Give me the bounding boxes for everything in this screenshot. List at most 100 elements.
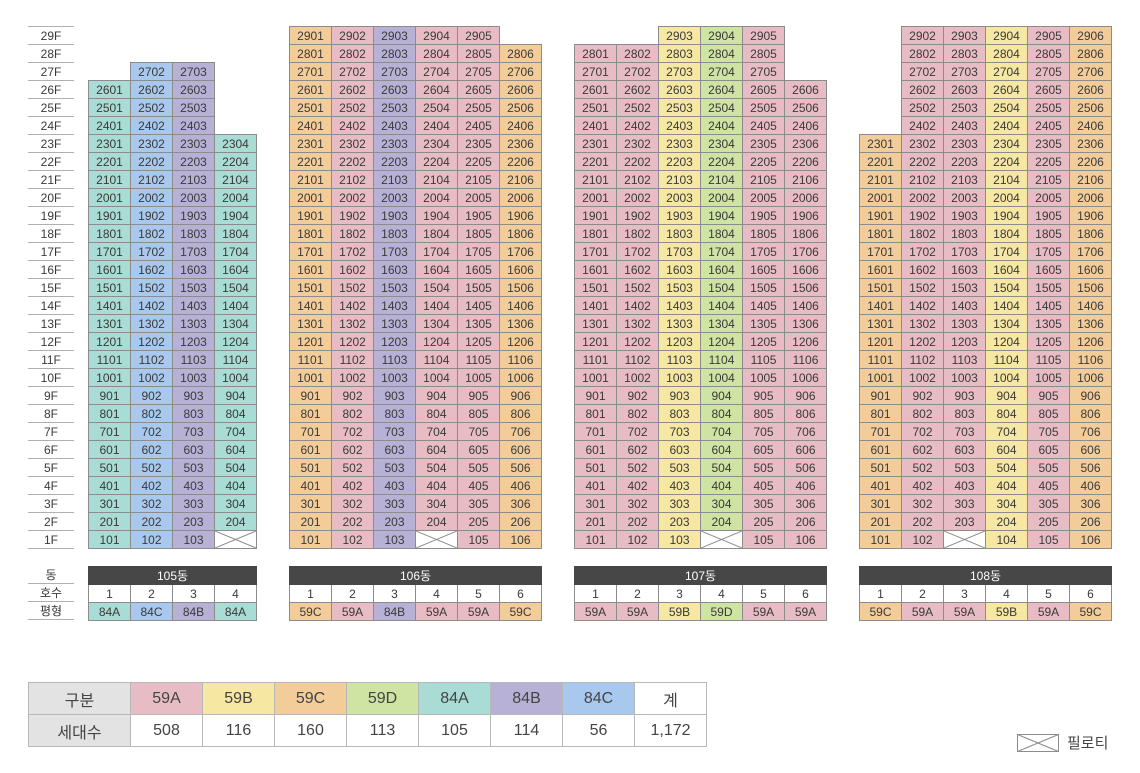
unit-cell: 1201 [859, 332, 902, 351]
unit-cell: 1702 [331, 242, 374, 261]
unit-cell: 2201 [289, 152, 332, 171]
unit-cell: 802 [331, 404, 374, 423]
unit-cell: 1905 [457, 206, 500, 225]
piloti-cell [700, 530, 743, 549]
unit-cell: 1501 [289, 278, 332, 297]
unit-number-cell: 6 [1069, 584, 1112, 603]
unit-cell: 305 [742, 494, 785, 513]
unit-cell: 1503 [943, 278, 986, 297]
unit-cell: 1602 [616, 260, 659, 279]
unit-cell: 702 [901, 422, 944, 441]
unit-cell: 1302 [130, 314, 173, 333]
unit-cell: 1806 [1069, 224, 1112, 243]
unit-cell: 1003 [658, 368, 701, 387]
unit-cell: 901 [88, 386, 131, 405]
unit-cell: 1303 [172, 314, 215, 333]
unit-cell: 1801 [289, 224, 332, 243]
unit-cell: 205 [742, 512, 785, 531]
unit-cell: 2503 [943, 98, 986, 117]
unit-type-cell: 59A [415, 602, 458, 621]
unit-cell: 2201 [88, 152, 131, 171]
unit-cell: 703 [373, 422, 416, 441]
unit-cell: 1702 [130, 242, 173, 261]
unit-cell: 405 [1027, 476, 1070, 495]
unit-cell: 1804 [985, 224, 1028, 243]
unit-cell: 602 [901, 440, 944, 459]
unit-cell: 2806 [1069, 44, 1112, 63]
unit-cell: 1401 [88, 296, 131, 315]
unit-cell: 201 [289, 512, 332, 531]
unit-cell: 1403 [943, 296, 986, 315]
unit-cell: 1301 [289, 314, 332, 333]
unit-cell: 2306 [1069, 134, 1112, 153]
unit-cell: 702 [130, 422, 173, 441]
unit-cell: 104 [985, 530, 1028, 549]
unit-cell: 2006 [1069, 188, 1112, 207]
unit-number-cell: 2 [901, 584, 944, 603]
unit-type-cell: 59A [1027, 602, 1070, 621]
unit-type-cell: 59A [616, 602, 659, 621]
unit-cell: 1402 [130, 296, 173, 315]
unit-cell: 504 [214, 458, 257, 477]
unit-cell: 1503 [658, 278, 701, 297]
floor-label: 1F [28, 531, 74, 549]
unit-cell: 2003 [373, 188, 416, 207]
unit-cell: 1801 [88, 224, 131, 243]
unit-cell: 1501 [859, 278, 902, 297]
unit-cell: 802 [901, 404, 944, 423]
unit-cell: 1704 [985, 242, 1028, 261]
unit-cell: 1601 [574, 260, 617, 279]
unit-type-cell: 59B [658, 602, 701, 621]
unit-cell: 1404 [214, 296, 257, 315]
unit-cell: 904 [700, 386, 743, 405]
summary-count-cell: 116 [202, 714, 275, 747]
unit-cell: 2803 [658, 44, 701, 63]
floor-label: 5F [28, 459, 74, 477]
unit-cell: 2502 [616, 98, 659, 117]
unit-cell: 2103 [658, 170, 701, 189]
unit-cell: 206 [1069, 512, 1112, 531]
unit-cell: 1703 [943, 242, 986, 261]
unit-cell: 1604 [214, 260, 257, 279]
unit-cell: 502 [901, 458, 944, 477]
unit-cell: 605 [742, 440, 785, 459]
piloti-cell [415, 530, 458, 549]
unit-cell: 2104 [415, 170, 458, 189]
unit-cell: 1306 [499, 314, 542, 333]
unit-cell: 1103 [172, 350, 215, 369]
unit-cell: 801 [88, 404, 131, 423]
unit-cell: 1703 [172, 242, 215, 261]
unit-cell: 505 [457, 458, 500, 477]
unit-cell: 703 [943, 422, 986, 441]
unit-cell: 905 [457, 386, 500, 405]
unit-cell: 201 [859, 512, 902, 531]
unit-cell: 601 [859, 440, 902, 459]
unit-cell: 402 [331, 476, 374, 495]
piloti-icon [944, 531, 985, 548]
unit-type-cell: 59B [985, 602, 1028, 621]
unit-cell: 304 [985, 494, 1028, 513]
unit-cell: 1702 [616, 242, 659, 261]
unit-cell: 2701 [289, 62, 332, 81]
unit-cell: 2606 [499, 80, 542, 99]
unit-cell: 2303 [373, 134, 416, 153]
unit-cell: 1701 [859, 242, 902, 261]
summary-count-cell: 56 [562, 714, 635, 747]
unit-number-cell: 3 [373, 584, 416, 603]
unit-cell: 1405 [1027, 296, 1070, 315]
unit-cell: 1906 [499, 206, 542, 225]
unit-cell: 801 [574, 404, 617, 423]
unit-cell: 603 [658, 440, 701, 459]
unit-cell: 1704 [700, 242, 743, 261]
unit-cell: 2401 [574, 116, 617, 135]
unit-cell: 1202 [616, 332, 659, 351]
unit-cell: 2705 [742, 62, 785, 81]
unit-cell: 601 [574, 440, 617, 459]
floor-label: 13F [28, 315, 74, 333]
unit-cell: 1804 [214, 224, 257, 243]
unit-cell: 2605 [1027, 80, 1070, 99]
unit-cell: 2606 [784, 80, 827, 99]
unit-cell: 906 [784, 386, 827, 405]
unit-cell: 1405 [742, 296, 785, 315]
unit-cell: 702 [616, 422, 659, 441]
